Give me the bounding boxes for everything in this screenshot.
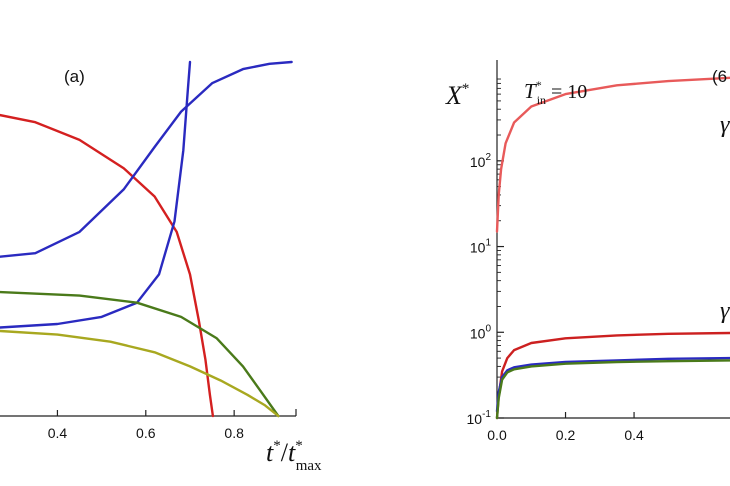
panel-b-series-line-2 (495, 331, 730, 420)
y-label-x: X (445, 81, 463, 110)
panel-b-y-axis-label: X* (445, 81, 469, 110)
panel-a-label: (a) (64, 67, 85, 86)
panel-b-y-tick-label: 10-1 (467, 409, 492, 427)
x-label-slash: / (281, 438, 289, 467)
panel-a-chart: 0.4 0.6 0.8 (a) t*/t* max (0, 60, 322, 474)
panel-b-label: (6 (712, 67, 727, 86)
annotation-t: T (524, 79, 537, 103)
panel-b-x-tick-label: 0.2 (556, 427, 576, 443)
panel-a-x-axis-label: t*/t* max (266, 438, 322, 474)
panel-a-series (0, 60, 293, 418)
panel-b-y-tick-label: 101 (470, 238, 492, 256)
panel-a-series-line-5 (0, 329, 280, 418)
y-label-sup: * (462, 81, 470, 97)
panel-a-x-tick-label: 0.6 (136, 425, 156, 441)
annotation-sub: in (537, 93, 546, 107)
panel-b-series-line-4 (495, 359, 730, 420)
panel-b-edge-glyph-bottom: γ (720, 298, 730, 324)
panel-a-ticks: 0.4 0.6 0.8 (48, 410, 244, 441)
panel-a-x-tick-label: 0.8 (224, 425, 244, 441)
annotation-rest: = 10 (546, 81, 587, 103)
x-label-sup: * (273, 438, 281, 454)
panel-b-edge-glyph-top: γ (720, 112, 730, 138)
panel-b-series (495, 76, 730, 420)
panel-a-series-line-2 (0, 60, 293, 258)
x-label-t: t (266, 438, 274, 467)
panel-b-ticks: 0.0 0.2 0.4 10-1 100 101 102 (467, 78, 644, 443)
panel-a-series-line-1 (0, 113, 215, 418)
panel-a-series-line-4 (0, 290, 280, 418)
panel-b-x-tick-label: 0.4 (624, 427, 644, 443)
panel-a-x-tick-label: 0.4 (48, 425, 68, 441)
panel-b-annotation: T* in = 10 (524, 78, 587, 107)
panel-a-series-line-3 (0, 60, 192, 329)
annotation-sup: * (536, 78, 542, 92)
panel-b-series-line-1 (495, 76, 730, 233)
panel-b-x-tick-label: 0.0 (487, 427, 507, 443)
x-label-t2: t (288, 438, 296, 467)
panel-b-y-tick-label: 102 (470, 152, 492, 170)
x-label-sup2: * (295, 438, 303, 454)
x-label-sub2: max (296, 458, 322, 474)
panel-b-y-tick-label: 100 (470, 323, 492, 341)
